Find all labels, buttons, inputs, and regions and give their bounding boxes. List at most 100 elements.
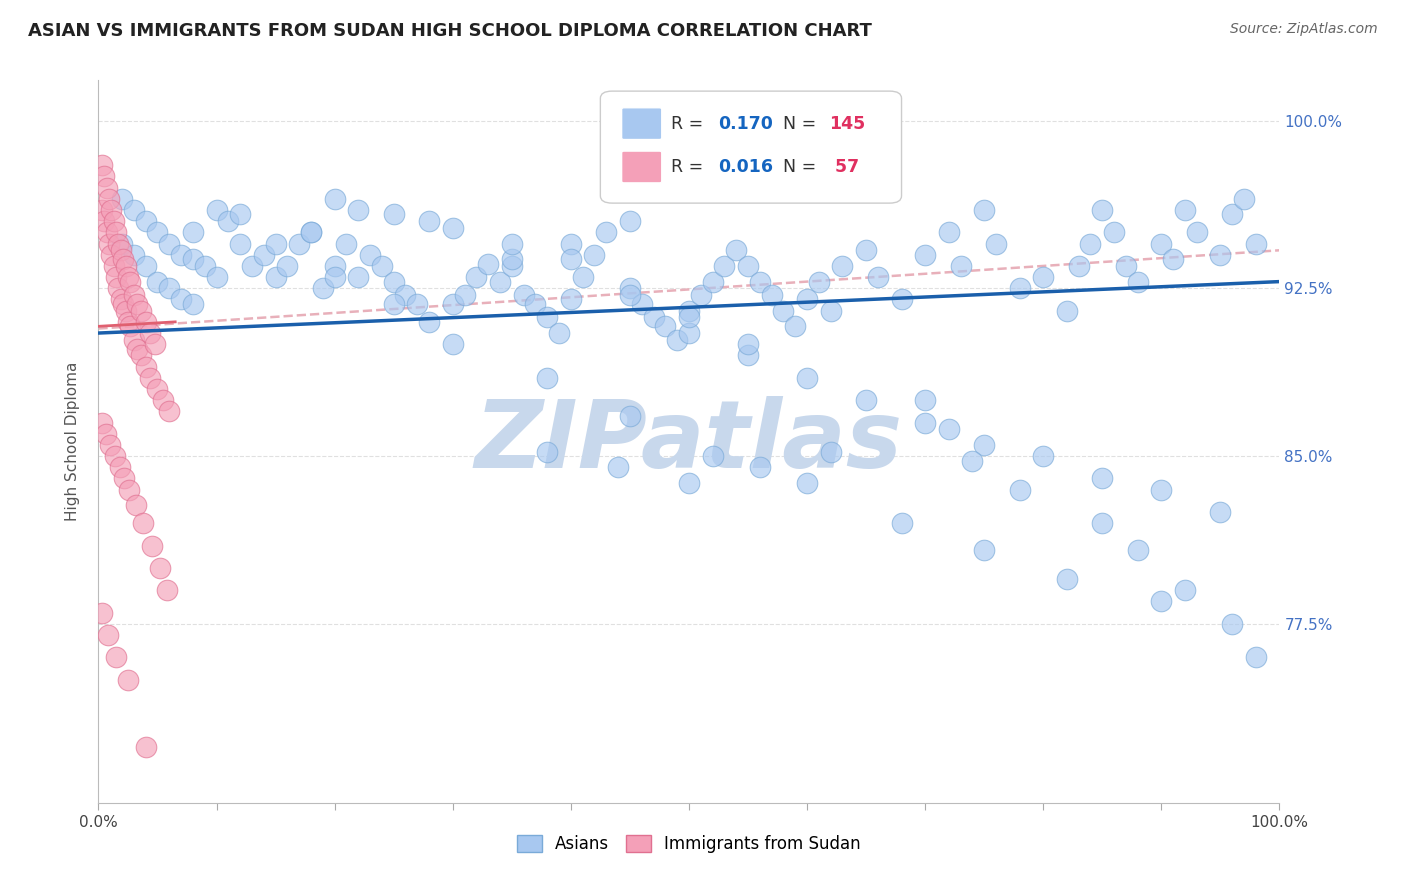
Point [240,259,263,273]
Point [938,422,960,436]
Point [264,236,287,251]
Point [111,236,134,251]
Point [122,333,145,347]
Point [1150,236,1173,251]
Point [132,516,155,531]
Point [1008,281,1031,295]
Point [477,257,499,271]
Point [441,297,464,311]
Point [1056,303,1078,318]
Point [96,226,118,240]
Point [441,337,464,351]
Point [962,453,984,467]
Point [288,236,311,251]
Point [229,207,252,221]
Point [890,293,912,307]
Point [984,236,1007,251]
Text: R =: R = [671,115,709,133]
Point [394,288,416,302]
Point [1185,226,1208,240]
Point [1032,449,1054,463]
Point [1150,483,1173,497]
Text: 0.016: 0.016 [718,158,773,176]
Point [560,293,582,307]
Point [181,226,204,240]
Point [264,270,287,285]
Text: ZIPatlas: ZIPatlas [475,395,903,488]
Point [512,288,534,302]
Point [1244,650,1267,665]
Point [117,270,139,285]
Point [406,297,429,311]
Point [299,226,322,240]
Point [737,259,759,273]
Point [643,310,665,325]
Point [105,226,128,240]
Point [548,326,571,340]
Point [127,297,149,311]
Point [654,319,676,334]
Point [772,303,794,318]
Point [796,475,818,490]
Point [152,393,174,408]
Point [382,297,405,311]
FancyBboxPatch shape [621,151,662,183]
Point [157,281,180,295]
Point [135,739,157,754]
Point [796,293,818,307]
Point [91,158,114,172]
Point [1102,226,1125,240]
Point [1161,252,1184,267]
Point [785,319,807,334]
Point [501,252,523,267]
Point [973,202,995,217]
Point [97,628,120,642]
Point [170,248,193,262]
Point [501,236,523,251]
Point [98,192,121,206]
Point [1091,516,1114,531]
Point [127,342,149,356]
Point [205,270,228,285]
Point [107,281,129,295]
Point [93,169,115,184]
Point [1091,471,1114,485]
Point [536,444,558,458]
Point [107,236,129,251]
Point [678,303,700,318]
Point [371,259,394,273]
Point [1244,236,1267,251]
Point [1056,572,1078,586]
Point [914,416,936,430]
Point [181,297,204,311]
Point [619,214,641,228]
Point [678,326,700,340]
Point [619,288,641,302]
Point [104,449,127,463]
Point [157,404,180,418]
Point [630,297,652,311]
Point [501,259,523,273]
Point [323,259,346,273]
Text: ASIAN VS IMMIGRANTS FROM SUDAN HIGH SCHOOL DIPLOMA CORRELATION CHART: ASIAN VS IMMIGRANTS FROM SUDAN HIGH SCHO… [28,22,872,40]
Point [253,248,276,262]
Point [1091,202,1114,217]
Point [973,543,995,558]
Point [114,303,136,318]
Point [276,259,298,273]
Point [1080,236,1102,251]
Point [713,259,735,273]
Point [820,303,842,318]
Point [1174,202,1197,217]
Point [91,606,114,620]
Point [335,236,357,251]
FancyBboxPatch shape [600,91,901,203]
Point [129,303,152,318]
Point [146,275,169,289]
Point [299,226,322,240]
Point [139,326,162,340]
Point [312,281,335,295]
Point [141,539,163,553]
Point [855,244,877,258]
Point [323,270,346,285]
